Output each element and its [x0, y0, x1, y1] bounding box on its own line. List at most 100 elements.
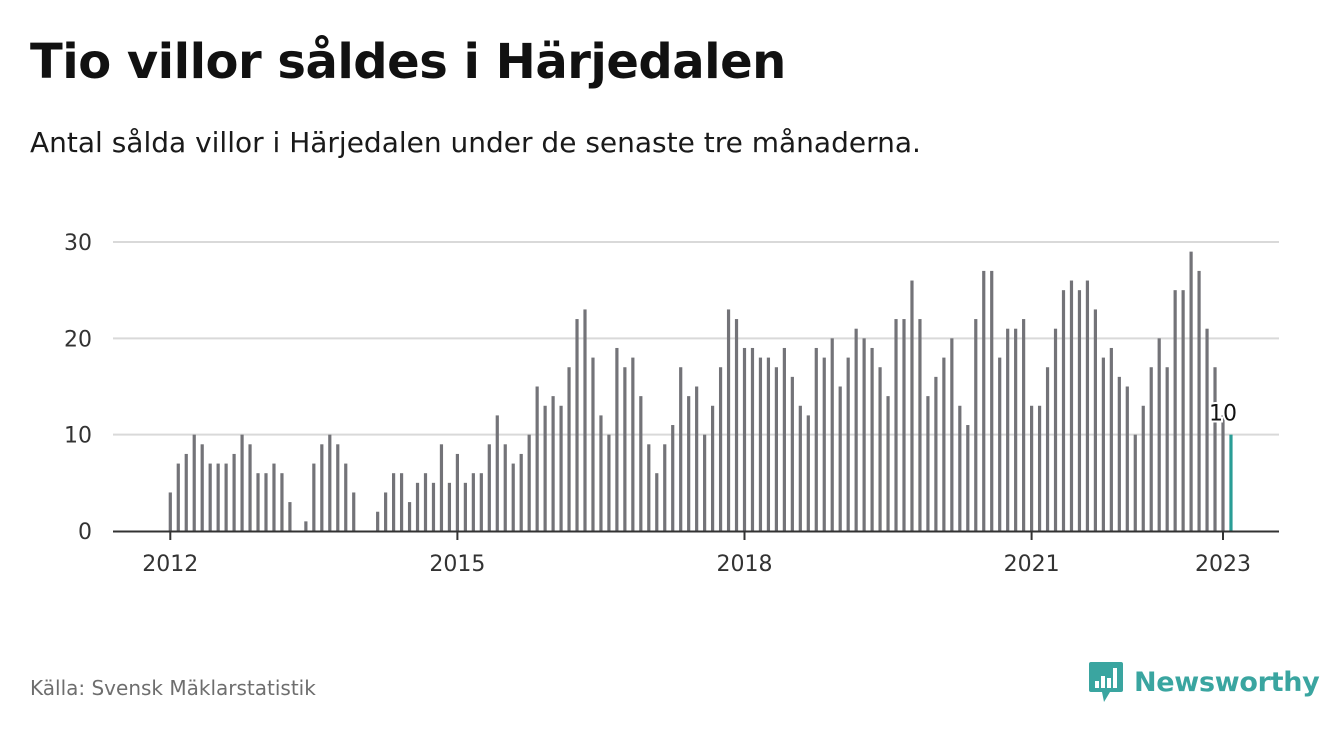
bar	[623, 367, 627, 531]
bar	[1022, 319, 1026, 531]
bar	[423, 473, 428, 531]
bar	[607, 434, 611, 531]
bar	[902, 319, 906, 531]
y-tick-label: 0	[78, 520, 92, 545]
bar	[1197, 270, 1201, 531]
y-tick-labels: 0 10 20 30	[64, 231, 92, 545]
bar	[1205, 328, 1209, 531]
bar	[184, 453, 188, 531]
bar	[1149, 367, 1153, 531]
bar	[966, 425, 970, 531]
bar	[1093, 309, 1097, 531]
bar	[543, 405, 547, 531]
y-tick-label: 10	[64, 424, 92, 449]
bar	[407, 502, 412, 531]
bar	[726, 309, 731, 531]
chart-subtitle: Antal sålda villor i Härjedalen under de…	[30, 126, 921, 159]
bar	[910, 280, 914, 531]
bar	[1006, 328, 1010, 531]
bar	[1181, 290, 1185, 531]
y-tick-label: 20	[64, 327, 92, 352]
bar	[551, 396, 555, 531]
bar	[264, 473, 268, 531]
x-tick-label: 2018	[717, 552, 773, 577]
bar	[814, 347, 818, 531]
bar	[1045, 367, 1050, 531]
bar	[200, 444, 204, 531]
bar	[559, 405, 563, 531]
bar	[280, 473, 284, 531]
bar	[511, 463, 515, 531]
bar	[503, 444, 507, 531]
bar	[599, 415, 603, 531]
bar	[894, 319, 898, 531]
bar	[415, 482, 420, 531]
bar	[830, 338, 834, 531]
bar	[495, 415, 499, 531]
bar	[527, 434, 531, 531]
bar	[687, 396, 691, 531]
x-tick-label: 2021	[1004, 552, 1060, 577]
bar	[208, 463, 212, 531]
bar	[304, 521, 308, 531]
bar	[328, 434, 332, 531]
bar	[846, 357, 850, 531]
data-label: 10	[1209, 402, 1237, 427]
bar	[455, 453, 459, 531]
bar	[1125, 386, 1129, 531]
bar	[615, 347, 619, 531]
bar	[240, 434, 244, 531]
bar	[854, 328, 858, 531]
bar	[1141, 405, 1145, 531]
bar	[1101, 357, 1105, 531]
bar	[1014, 328, 1018, 531]
bar	[1109, 347, 1113, 531]
bar	[695, 386, 699, 531]
bar	[519, 453, 523, 531]
bar	[918, 319, 922, 531]
bar	[990, 270, 994, 531]
bar	[487, 444, 491, 531]
chart-title: Tio villor såldes i Härjedalen	[30, 34, 786, 90]
bar	[742, 347, 747, 531]
bar	[862, 338, 866, 531]
bar	[718, 367, 723, 531]
bar	[774, 367, 778, 531]
y-tick-label: 30	[64, 231, 92, 256]
bar	[886, 396, 890, 531]
bar	[639, 396, 643, 531]
bar	[376, 511, 380, 531]
bar	[1173, 290, 1177, 531]
bar	[806, 415, 810, 531]
bar	[312, 463, 316, 531]
bar	[703, 434, 707, 531]
bar	[671, 425, 675, 531]
bar	[958, 405, 962, 531]
bar	[392, 473, 396, 531]
bar	[232, 453, 236, 531]
bar	[950, 338, 954, 531]
newsworthy-logo-icon	[1089, 662, 1123, 702]
bar	[942, 357, 946, 531]
bar	[1133, 434, 1137, 531]
x-tick-label: 2012	[142, 552, 198, 577]
brand-logo: Newsworthy	[1088, 660, 1320, 704]
bar	[822, 357, 826, 531]
source-note: Källa: Svensk Mäklarstatistik	[30, 676, 316, 700]
bar	[471, 473, 475, 531]
bar	[344, 463, 348, 531]
bar	[431, 482, 436, 531]
bar	[838, 386, 842, 531]
bar	[384, 492, 388, 531]
bar	[1053, 328, 1058, 531]
bar	[399, 473, 404, 531]
bar	[248, 444, 252, 531]
bar	[655, 473, 659, 531]
x-tick-label: 2023	[1195, 552, 1251, 577]
bar	[567, 367, 571, 531]
bar	[1165, 367, 1169, 531]
bar	[168, 492, 172, 531]
bar	[782, 347, 786, 531]
bar	[734, 319, 739, 531]
bar	[447, 482, 452, 531]
